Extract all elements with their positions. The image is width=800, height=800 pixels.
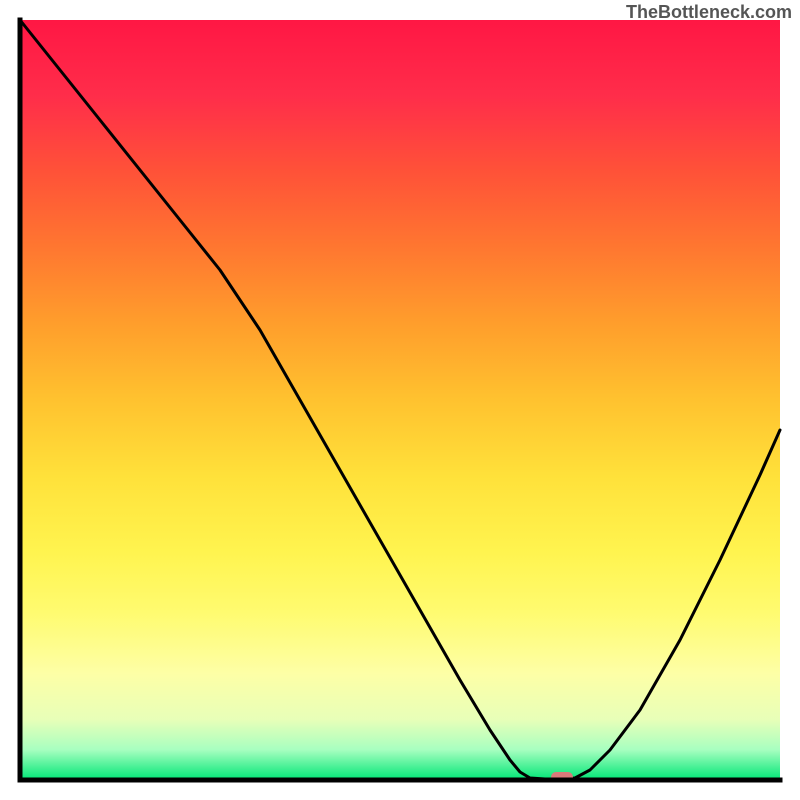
plot-svg	[0, 0, 800, 800]
chart-container: TheBottleneck.com	[0, 0, 800, 800]
watermark-text: TheBottleneck.com	[626, 2, 792, 23]
